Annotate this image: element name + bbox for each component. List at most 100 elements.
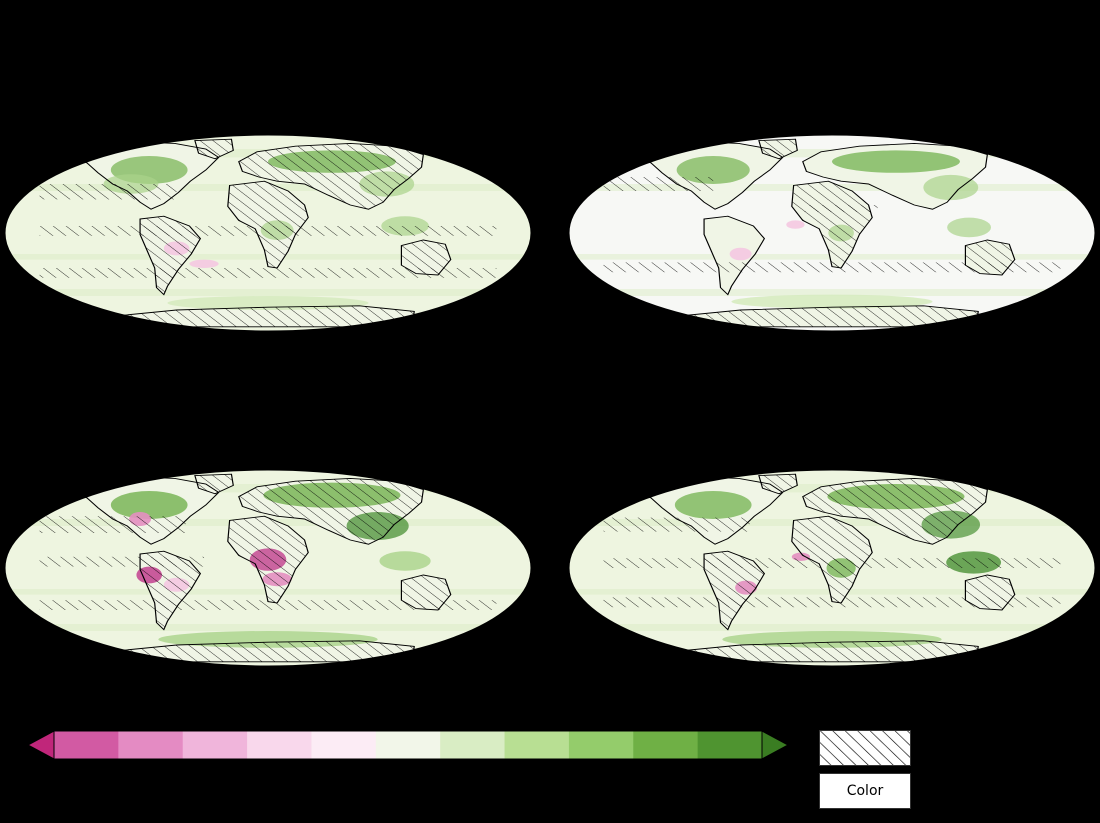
colorbar-graphic: [28, 730, 788, 760]
coastline-greenland: [194, 473, 234, 495]
hatch-africa: [227, 516, 309, 603]
hatch-band: [39, 600, 497, 610]
hatch-band: [603, 262, 1061, 273]
colorbar-min-arrow: [28, 730, 55, 760]
colorbar-bin: [697, 731, 763, 759]
map-panel-bottom-left: [3, 414, 533, 694]
hatch-band: [603, 597, 1061, 608]
hatch-band: [39, 516, 186, 533]
hatch-australia: [965, 575, 1015, 610]
colorbar-bin: [375, 731, 441, 759]
hatch-samerica: [140, 216, 201, 295]
map-panel-bottom-right: [567, 414, 1097, 694]
zonal-band: [568, 624, 1096, 631]
world-map: [4, 134, 532, 332]
coastline-australia: [964, 574, 1016, 611]
map-outline: [4, 469, 532, 667]
colorbar-frame: [53, 730, 763, 760]
hatch-band: [39, 268, 497, 278]
pink-anomaly-brazil: [729, 247, 752, 261]
hatch-africa: [791, 516, 873, 603]
coastline-greenland: [194, 138, 234, 160]
hatch-pattern-icon: [820, 731, 910, 765]
coastline-africa: [791, 180, 873, 269]
colorbar-bin: [440, 731, 506, 759]
coastline-eurasia: [238, 477, 424, 545]
hatch-antarctica: [105, 305, 415, 327]
hatch-band: [39, 184, 177, 200]
pink-anomaly-patagonia: [189, 259, 219, 268]
hatch-band: [603, 177, 714, 191]
green-anomaly-china: [923, 174, 979, 201]
coastline-australia: [400, 239, 452, 276]
map-content: [568, 470, 1096, 666]
hatch-africa: [227, 181, 309, 268]
hatch-greenland: [758, 139, 798, 159]
coastline-australia: [400, 574, 452, 611]
map-content: [4, 135, 532, 331]
hatch-antarctica: [669, 640, 979, 662]
map-outline: [568, 134, 1096, 332]
world-map: [568, 134, 1096, 332]
hatch-australia: [401, 575, 451, 610]
hatch-greenland: [194, 139, 234, 159]
legend-color-label: Color: [846, 783, 884, 799]
pink-anomaly-sahel: [786, 220, 805, 229]
green-anomaly-seasia: [379, 551, 431, 571]
hatch-samerica: [140, 551, 201, 630]
map-content: [4, 470, 532, 666]
zonal-band: [568, 289, 1096, 296]
colorbar-bin: [247, 731, 312, 759]
map-panel-top-right: [567, 79, 1097, 359]
colorbar-bin: [118, 731, 184, 759]
hatch-greenland: [194, 474, 234, 494]
hatch-antarctica: [669, 305, 979, 327]
hatch-samerica: [704, 551, 765, 630]
coastline-samerica: [703, 550, 766, 631]
hatch-australia: [401, 240, 451, 275]
hatch-band: [603, 517, 750, 532]
green-anomaly-na: [674, 491, 752, 519]
green-anomaly-seasia: [947, 217, 991, 238]
colorbar: [28, 728, 788, 762]
coastline-samerica: [139, 550, 202, 631]
coastline-eurasia: [238, 142, 424, 210]
zonal-band: [4, 624, 532, 631]
zonal-band: [4, 289, 532, 296]
coastline-samerica: [139, 215, 202, 296]
colorbar-max-arrow: [761, 730, 788, 760]
map-panel-top-left: [3, 79, 533, 359]
coastline-greenland: [758, 473, 798, 495]
hatch-antarctica: [105, 640, 415, 662]
legend-color-swatch: Color: [819, 773, 911, 809]
hatch-australia: [965, 240, 1015, 275]
map-content: [568, 135, 1096, 331]
coastline-greenland: [758, 138, 798, 160]
colorbar-bin: [311, 731, 377, 759]
hatch-eurasia: [238, 143, 424, 210]
hatch-greenland: [758, 474, 798, 494]
colorbar-bin: [568, 731, 634, 759]
legend-hatch-swatch: [819, 730, 911, 766]
coastline-australia: [964, 239, 1016, 276]
map-outline: [4, 134, 532, 332]
coastline-samerica: [703, 215, 766, 296]
hatch-eurasia: [238, 478, 424, 545]
green-anomaly-southern-ocean: [731, 294, 933, 309]
coastline-eurasia: [802, 142, 988, 210]
world-map: [568, 469, 1096, 667]
green-anomaly-na: [110, 491, 188, 519]
colorbar-bin: [504, 731, 570, 759]
coastline-africa: [791, 515, 873, 604]
colorbar-bin: [182, 731, 248, 759]
green-anomaly-siberia: [832, 150, 960, 173]
coastline-africa: [227, 515, 309, 604]
hatch-eurasia: [802, 478, 988, 545]
hatch-africa: [791, 181, 873, 268]
colorbar-bin: [633, 731, 699, 759]
hatch-band: [39, 556, 205, 567]
world-map: [4, 469, 532, 667]
map-outline: [568, 469, 1096, 667]
coastline-eurasia: [802, 477, 988, 545]
coastline-africa: [227, 180, 309, 269]
